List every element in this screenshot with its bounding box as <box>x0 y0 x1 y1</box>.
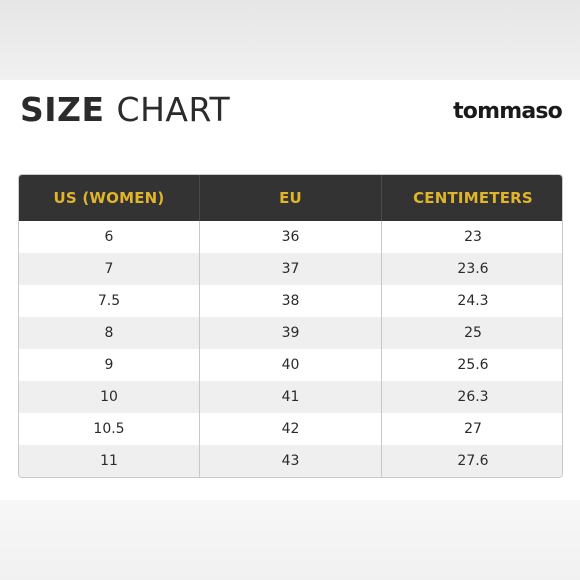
cell-centimeters: 25.6 <box>457 357 489 373</box>
cell-eu: 38 <box>200 285 382 317</box>
table-row: 8 39 25 <box>19 317 562 349</box>
table-row: 6 36 23 <box>19 221 562 253</box>
cell-centimeters: 26.3 <box>457 389 489 405</box>
cell-us-women: 10 <box>19 381 200 413</box>
page-title: SIZE CHART <box>20 88 230 132</box>
cell-eu: 41 <box>200 381 382 413</box>
cell-centimeters: 24.3 <box>457 293 489 309</box>
table-header: US (WOMEN) EU CENTIMETERS <box>19 175 562 221</box>
column-header-eu: EU <box>200 175 382 221</box>
column-header-centimeters: CENTIMETERS <box>413 189 533 207</box>
cell-eu: 36 <box>200 221 382 253</box>
cell-eu: 43 <box>200 445 382 477</box>
cell-centimeters: 23 <box>464 229 482 245</box>
cell-us-women: 6 <box>19 221 200 253</box>
table-row: 10.5 42 27 <box>19 413 562 445</box>
cell-eu: 42 <box>200 413 382 445</box>
cell-us-women: 10.5 <box>19 413 200 445</box>
table-row: 9 40 25.6 <box>19 349 562 381</box>
table-body: 6 36 23 7 37 23.6 7.5 38 24.3 8 39 25 9 … <box>19 221 562 477</box>
column-header-us-women: US (WOMEN) <box>19 175 200 221</box>
table-row: 10 41 26.3 <box>19 381 562 413</box>
cell-centimeters: 27 <box>464 421 482 437</box>
cell-us-women: 8 <box>19 317 200 349</box>
brand-logo: tommaso <box>453 99 563 124</box>
cell-centimeters: 23.6 <box>457 261 489 277</box>
cell-eu: 39 <box>200 317 382 349</box>
cell-eu: 40 <box>200 349 382 381</box>
top-background <box>0 0 580 80</box>
size-table: US (WOMEN) EU CENTIMETERS 6 36 23 7 37 2… <box>18 174 563 478</box>
cell-eu: 37 <box>200 253 382 285</box>
cell-us-women: 11 <box>19 445 200 477</box>
cell-us-women: 7 <box>19 253 200 285</box>
bottom-background <box>0 500 580 580</box>
cell-us-women: 7.5 <box>19 285 200 317</box>
title-bold: SIZE <box>20 90 105 129</box>
cell-us-women: 9 <box>19 349 200 381</box>
table-row: 7 37 23.6 <box>19 253 562 285</box>
table-row: 11 43 27.6 <box>19 445 562 477</box>
cell-centimeters: 25 <box>464 325 482 341</box>
title-light: CHART <box>116 90 231 129</box>
cell-centimeters: 27.6 <box>457 453 489 469</box>
table-row: 7.5 38 24.3 <box>19 285 562 317</box>
